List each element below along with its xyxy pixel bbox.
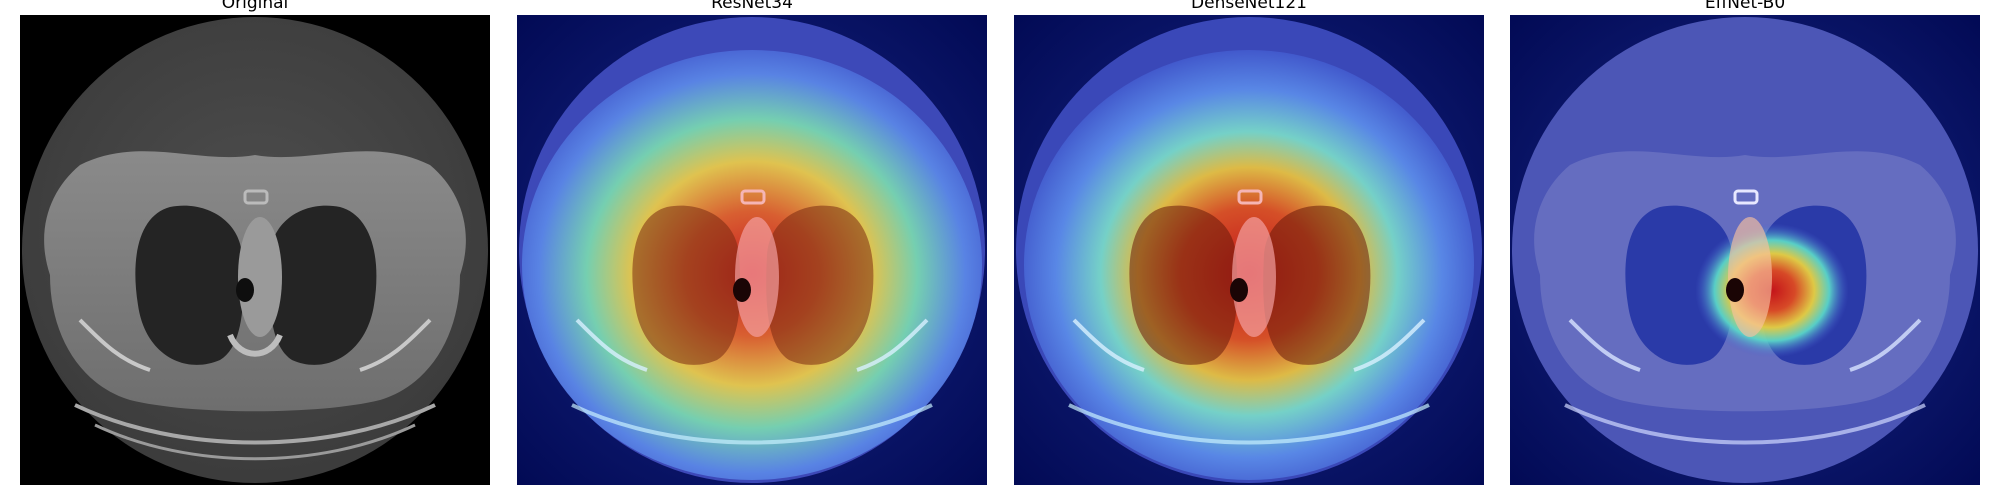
- ct-scan: [20, 15, 490, 485]
- gradcam-heatmap: [517, 15, 987, 485]
- panel-resnet34: ResNet34: [517, 0, 987, 485]
- ct-heatmap-densenet121: [1014, 15, 1484, 485]
- panel-original: Original: [20, 0, 490, 485]
- panel-densenet121: DenseNet121: [1014, 0, 1484, 485]
- panel-title: Original: [221, 0, 289, 13]
- ct-heatmap-resnet34: [517, 15, 987, 485]
- panel-title: ResNet34: [711, 0, 793, 13]
- ct-heatmap-effnet-b0: [1510, 15, 1980, 485]
- gradcam-heatmap: [1014, 15, 1484, 485]
- panel-title: EffNet-B0: [1704, 0, 1786, 13]
- gradcam-heatmap: [1510, 15, 1980, 485]
- ct-image-original: [20, 15, 490, 485]
- panel-title: DenseNet121: [1191, 0, 1307, 13]
- panel-effnet-b0: EffNet-B0: [1510, 0, 1980, 485]
